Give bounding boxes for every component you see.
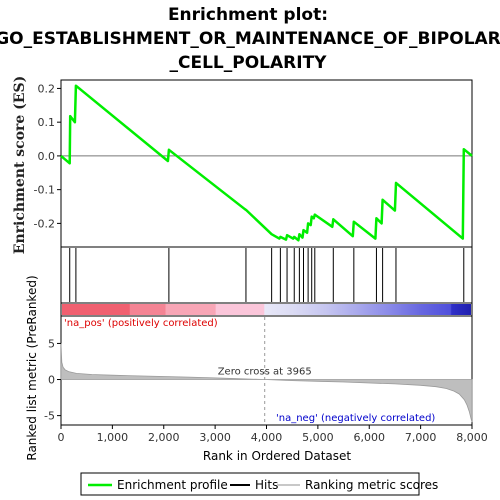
legend: Enrichment profile Hits Ranking metric s… — [80, 472, 438, 496]
x-tick-label: 5,000 — [302, 431, 334, 444]
legend-hits-label: Hits — [255, 478, 278, 492]
metric-y-tick-label: 5 — [48, 337, 55, 350]
es-y-ticks: 0.2 0.1 0.0 -0.1 -0.2 — [34, 82, 61, 230]
x-tick-label: 6,000 — [354, 431, 386, 444]
hits-panel — [60, 246, 473, 304]
es-y-axis-label: Enrichment score (ES) — [12, 76, 28, 254]
x-tick-label: 3,000 — [199, 431, 231, 444]
metric-y-ticks: 5 0 -5 — [44, 337, 61, 423]
zero-cross-label: Zero cross at 3965 — [218, 367, 312, 378]
metric-panel: Zero cross at 3965 'na_pos' (positively … — [25, 275, 473, 461]
plot-title-line-2: GO_ESTABLISHMENT_OR_MAINTENANCE_OF_BIPOL… — [0, 29, 500, 49]
x-tick-label: 2,000 — [148, 431, 180, 444]
ranking-metric-area — [60, 343, 473, 423]
x-axis-ticks: 0 1,000 2,000 3,000 4,000 5,000 6,000 7,000 8,00… — [58, 425, 488, 444]
neg-correlated-label: 'na_neg' (negatively correlated) — [276, 413, 435, 424]
legend-metric-label: Ranking metric scores — [305, 478, 438, 492]
metric-y-tick-label: 0 — [48, 374, 55, 387]
es-y-tick-label: 0.1 — [38, 116, 56, 129]
x-tick-label: 0 — [58, 431, 65, 444]
rank-gradient-panel — [60, 302, 473, 317]
es-panel: 0.2 0.1 0.0 -0.1 -0.2 Enrichment score (ES) — [12, 76, 473, 254]
pos-correlated-label: 'na_pos' (positively correlated) — [64, 318, 218, 329]
hits-group — [69, 248, 465, 302]
plot-title-line-1: Enrichment plot: — [168, 5, 328, 25]
enrichment-profile-line — [60, 84, 473, 242]
x-tick-label: 4,000 — [251, 431, 283, 444]
plot-title-line-3: _CELL_POLARITY — [170, 53, 328, 73]
es-y-tick-label: -0.1 — [34, 184, 55, 197]
x-tick-label: 7,000 — [405, 431, 437, 444]
legend-enrichment-label: Enrichment profile — [117, 478, 228, 492]
metric-y-axis-label: Ranked list metric (PreRanked) — [25, 275, 39, 460]
rank-gradient-bar — [62, 304, 471, 315]
es-y-tick-label: 0.0 — [38, 150, 56, 163]
x-tick-label: 1,000 — [97, 431, 129, 444]
es-y-tick-label: 0.2 — [38, 82, 56, 95]
x-axis-label: Rank in Ordered Dataset — [203, 449, 351, 463]
es-y-tick-label: -0.2 — [34, 217, 55, 230]
x-tick-label: 8,000 — [456, 431, 488, 444]
metric-y-tick-label: -5 — [44, 410, 55, 423]
